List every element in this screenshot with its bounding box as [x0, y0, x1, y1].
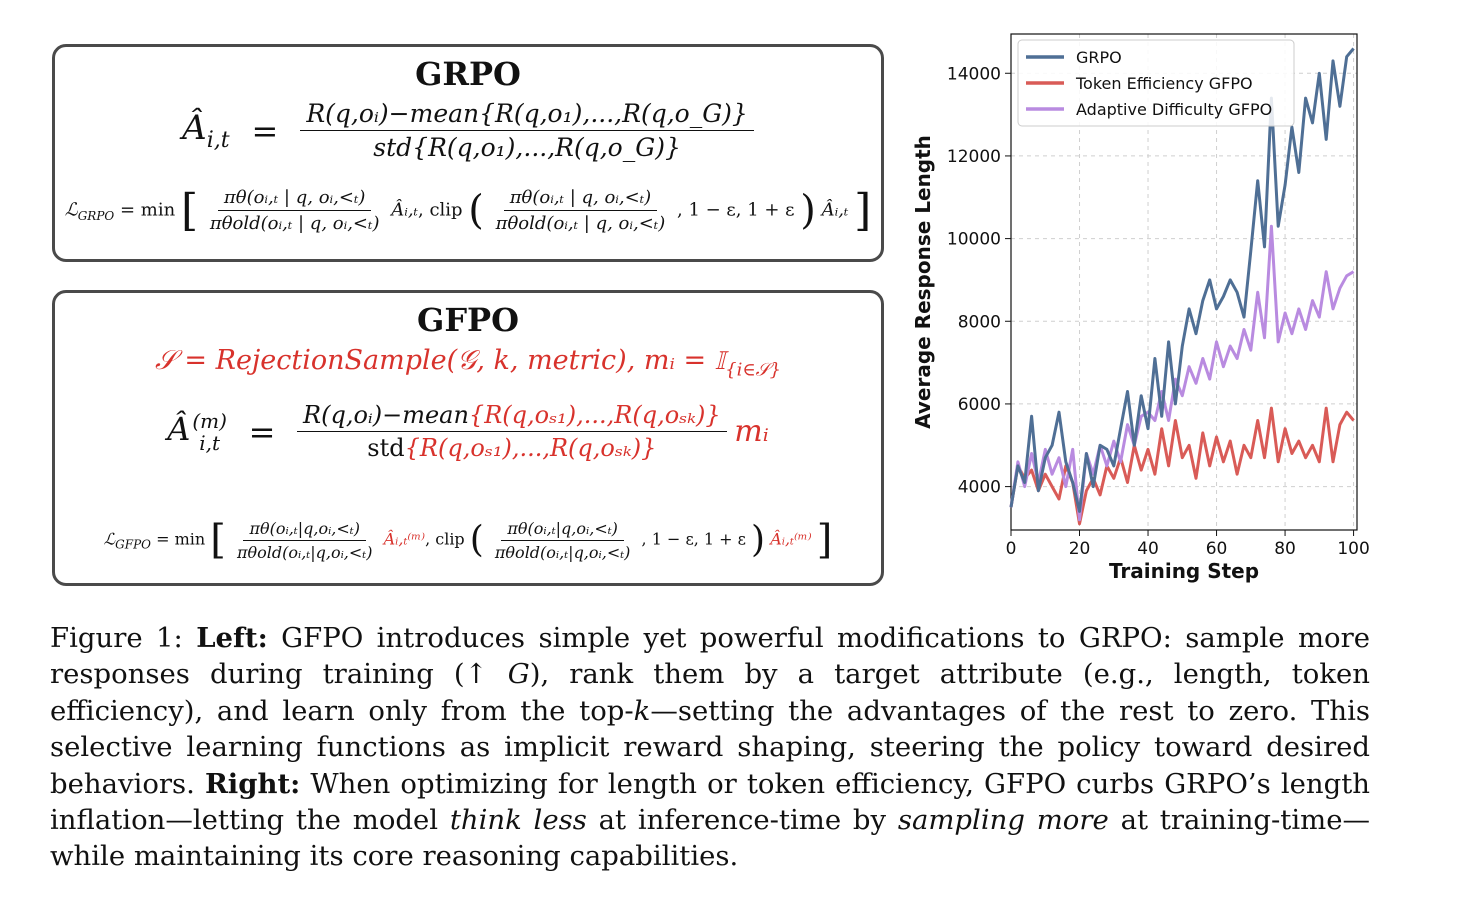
x-axis-label: Training Step [1109, 559, 1259, 583]
y-tick-label: 4000 [958, 478, 1001, 498]
advantage-term: Âᵢ,ₜ [391, 199, 418, 221]
caption-text: ), rank them by a target attribute (e.g.… [50, 658, 1370, 727]
caption-text: When optimizing for length or token effi… [50, 767, 1370, 837]
y-tick-label: 12000 [947, 147, 1001, 167]
plot-frame [1010, 33, 1358, 531]
close-paren: ) [800, 187, 816, 234]
ratio-denominator: πθold(oᵢ,ₜ | q, oᵢ,<ₜ) [495, 213, 666, 234]
legend-entry: Adaptive Difficulty GFPO [1076, 100, 1272, 119]
grpo-ratio-1: πθ(oᵢ,ₜ | q, oᵢ,<ₜ) πθold(oᵢ,ₜ | q, oᵢ,<… [204, 187, 386, 234]
advantage-term: Âᵢ,ₜ [821, 199, 849, 221]
right-label: Right: [204, 767, 301, 800]
grpo-advantage-numerator: R(q,oᵢ)−mean{R(q,o₁),...,R(q,o_G)} [300, 99, 754, 131]
ratio-numerator: πθ(oᵢ,ₜ | q, oᵢ,<ₜ) [217, 187, 372, 211]
caption-text: at training-time—while maintaining its c… [50, 804, 1370, 873]
caption-text: —setting the advantages of the rest to z… [50, 694, 1370, 800]
gfpo-advantage-symbol: Â (m) i,t [167, 408, 227, 455]
caption-text: at inference-time by [586, 804, 898, 837]
y-axis-ticks: 4000 6000 8000 10000 12000 14000 [947, 64, 1011, 498]
ratio-denominator: πθold(oᵢ,ₜ|q,oᵢ,<ₜ) [236, 542, 373, 562]
open-bracket: [ [180, 185, 199, 236]
x-tick-label: 20 [1069, 539, 1091, 559]
gfpo-advantage-denominator: std{R(q,oₛ₁),...,R(q,oₛₖ)} [367, 434, 657, 462]
equals-sign: = [248, 412, 276, 451]
loss-symbol: ℒ [103, 529, 116, 549]
x-axis-ticks: 0 20 40 60 80 100 [1006, 530, 1370, 559]
selection-expression: 𝒮 = RejectionSample(𝒢, k, metric), mᵢ = … [154, 345, 726, 376]
grpo-advantage-symbol: Âi,t [182, 108, 230, 153]
x-tick-label: 60 [1206, 539, 1228, 559]
gfpo-advantage-equation: Â (m) i,t = R(q,oᵢ)−mean{R(q,oₛ₁),...,R(q,… [55, 401, 881, 462]
gfpo-ratio-1: πθ(oᵢ,ₜ|q,oᵢ,<ₜ) πθold(oᵢ,ₜ|q,oᵢ,<ₜ) [231, 519, 379, 562]
loss-symbol: ℒ [64, 199, 78, 221]
min-operator: = min [119, 199, 176, 221]
grpo-advantage-denominator: std{R(q,o₁),...,R(q,o_G)} [373, 133, 681, 162]
caption-text: GFPO introduces simple yet powerful modi… [50, 622, 1370, 691]
ratio-numerator: πθ(oᵢ,ₜ | q, oᵢ,<ₜ) [503, 187, 658, 211]
gfpo-ratio-2: πθ(oᵢ,ₜ|q,oᵢ,<ₜ) πθold(oᵢ,ₜ|q,oᵢ,<ₜ) [489, 519, 637, 562]
close-bracket: ] [854, 185, 872, 236]
chart-legend: GRPO Token Efficiency GFPO Adaptive Diffic… [1017, 39, 1295, 127]
clip-bounds: , 1 − ε, 1 + ε [641, 529, 746, 549]
grpo-title: GRPO [415, 55, 521, 93]
min-operator: = min [156, 529, 206, 549]
gfpo-panel: GFPO 𝒮 = RejectionSample(𝒢, k, metric), … [52, 290, 884, 586]
equals-sign: = [251, 111, 279, 150]
close-paren: ) [751, 519, 766, 561]
ratio-denominator: πθold(oᵢ,ₜ | q, oᵢ,<ₜ) [209, 213, 380, 234]
x-tick-label: 40 [1137, 539, 1159, 559]
legend-entry: Token Efficiency GFPO [1075, 74, 1253, 93]
gfpo-selection-equation: 𝒮 = RejectionSample(𝒢, k, metric), mᵢ = … [55, 345, 881, 380]
x-tick-label: 100 [1337, 539, 1369, 559]
gfpo-advantage-fraction: R(q,oᵢ)−mean{R(q,oₛ₁),...,R(q,oₛₖ)} std{… [297, 401, 727, 462]
grpo-panel: GRPO Âi,t = R(q,oᵢ)−mean{R(q,o₁),...,R(q… [52, 44, 884, 262]
series-lines [1009, 47, 1355, 526]
selection-subscript: {i∈𝒮} [725, 359, 782, 381]
left-label: Left: [196, 622, 268, 654]
response-length-chart: 0 20 40 60 80 100 4000 6000 8000 10000 12000 14000… [911, 33, 1370, 583]
grpo-advantage-fraction: R(q,oᵢ)−mean{R(q,o₁),...,R(q,o_G)} std{R… [300, 99, 754, 162]
close-bracket: ] [816, 517, 833, 563]
y-tick-label: 6000 [958, 395, 1001, 415]
caption-emphasis: think less [449, 804, 587, 837]
figure-label: Figure 1: [50, 622, 197, 654]
series-line-adaptive-difficulty-gfpo [1009, 224, 1355, 522]
y-axis-label: Average Response Length [911, 135, 935, 429]
y-tick-label: 8000 [958, 312, 1001, 332]
caption-symbol: k [633, 694, 651, 727]
open-bracket: [ [210, 517, 226, 563]
legend-box [1017, 39, 1295, 127]
grpo-advantage-equation: Âi,t = R(q,oᵢ)−mean{R(q,o₁),...,R(q,o_G)… [55, 99, 881, 162]
advantage-term: Âᵢ,ₜ⁽ᵐ⁾ [770, 529, 812, 549]
gfpo-loss-equation: ℒGFPO = min [ πθ(oᵢ,ₜ|q,oᵢ,<ₜ) πθold(oᵢ,… [55, 517, 881, 563]
loss-subscript: GRPO [77, 209, 115, 224]
clip-label: , clip [425, 529, 465, 549]
x-tick-label: 80 [1274, 539, 1296, 559]
caption-symbol: G [507, 658, 530, 691]
gfpo-title: GFPO [417, 301, 519, 339]
grpo-loss-equation: ℒGRPO = min [ πθ(oᵢ,ₜ | q, oᵢ,<ₜ) πθold(… [55, 185, 881, 236]
caption-emphasis: sampling more [897, 804, 1109, 837]
grpo-ratio-2: πθ(oᵢ,ₜ | q, oᵢ,<ₜ) πθold(oᵢ,ₜ | q, oᵢ,<… [490, 187, 672, 234]
y-tick-label: 14000 [947, 64, 1001, 84]
open-paren: ( [469, 519, 484, 561]
gfpo-advantage-numerator: R(q,oᵢ)−mean{R(q,oₛ₁),...,R(q,oₛₖ)} [297, 401, 727, 432]
open-paren: ( [468, 187, 484, 234]
y-tick-label: 10000 [947, 230, 1001, 250]
figure-caption: Figure 1: Left: GFPO introduces simple y… [50, 620, 1370, 875]
ratio-numerator: πθ(oᵢ,ₜ|q,oᵢ,<ₜ) [243, 519, 366, 541]
ratio-numerator: πθ(oᵢ,ₜ|q,oᵢ,<ₜ) [501, 519, 624, 541]
legend-entry: GRPO [1076, 48, 1122, 67]
loss-subscript: GFPO [115, 537, 151, 552]
advantage-term: Âᵢ,ₜ⁽ᵐ⁾ [383, 529, 426, 549]
mask-multiplier: mᵢ [734, 414, 769, 449]
clip-label: , clip [418, 199, 463, 221]
ratio-denominator: πθold(oᵢ,ₜ|q,oᵢ,<ₜ) [494, 542, 631, 562]
x-tick-label: 0 [1006, 539, 1017, 559]
series-line-grpo [1009, 47, 1355, 513]
clip-bounds: , 1 − ε, 1 + ε [677, 199, 795, 221]
